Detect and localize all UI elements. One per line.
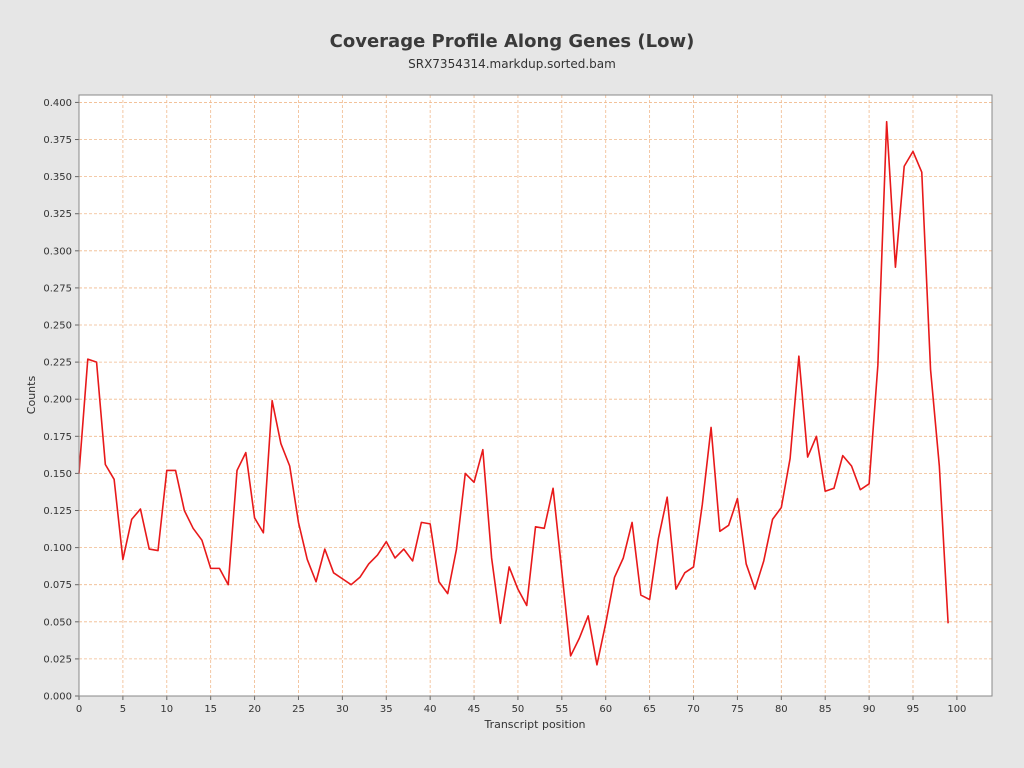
x-axis-label: Transcript position xyxy=(483,718,585,731)
y-tick-label: 0.300 xyxy=(43,246,72,257)
x-tick-label: 75 xyxy=(731,704,744,715)
y-tick-label: 0.175 xyxy=(43,432,72,443)
x-tick-label: 55 xyxy=(555,704,568,715)
x-tick-label: 25 xyxy=(292,704,305,715)
x-tick-label: 80 xyxy=(775,704,788,715)
grid xyxy=(78,95,992,697)
y-tick-label: 0.050 xyxy=(43,617,72,628)
y-tick-label: 0.375 xyxy=(43,135,72,146)
y-axis-label: Counts xyxy=(25,376,38,415)
chart-title: Coverage Profile Along Genes (Low) xyxy=(329,31,695,52)
y-tick-label: 0.100 xyxy=(43,543,72,554)
x-tick-label: 20 xyxy=(248,704,261,715)
x-tick-label: 60 xyxy=(599,704,612,715)
x-tick-label: 40 xyxy=(424,704,437,715)
x-tick-label: 70 xyxy=(687,704,700,715)
x-tick-label: 15 xyxy=(204,704,217,715)
y-tick-label: 0.225 xyxy=(43,358,72,369)
plot-area xyxy=(79,95,992,696)
series-layer xyxy=(78,120,949,666)
x-tick-label: 0 xyxy=(76,704,82,715)
y-tick-label: 0.250 xyxy=(43,321,72,332)
axes: 0.000 0.025 0.050 0.075 0.100 0.125 0.150 0.175… xyxy=(43,98,966,715)
chart-subtitle: SRX7354314.markdup.sorted.bam xyxy=(408,57,616,71)
x-tick-label: 30 xyxy=(336,704,349,715)
plot-border xyxy=(78,94,993,697)
x-tick-label: 90 xyxy=(863,704,876,715)
x-tick-label: 95 xyxy=(907,704,920,715)
y-tick-label: 0.400 xyxy=(43,98,72,109)
y-tick-label: 0.075 xyxy=(43,580,72,591)
y-tick-label: 0.325 xyxy=(43,209,72,220)
coverage-series-line xyxy=(78,120,949,666)
x-tick-label: 10 xyxy=(160,704,173,715)
x-tick-label: 100 xyxy=(947,704,966,715)
x-tick-label: 50 xyxy=(512,704,525,715)
x-tick-label: 5 xyxy=(120,704,126,715)
y-tick-label: 0.000 xyxy=(43,692,72,703)
x-tick-label: 45 xyxy=(468,704,481,715)
y-tick-label: 0.200 xyxy=(43,395,72,406)
y-tick-label: 0.150 xyxy=(43,469,72,480)
y-tick-label: 0.275 xyxy=(43,283,72,294)
x-tick-label: 65 xyxy=(643,704,656,715)
y-tick-label: 0.350 xyxy=(43,172,72,183)
y-tick-label: 0.125 xyxy=(43,506,72,517)
y-tick-label: 0.025 xyxy=(43,654,72,665)
x-tick-label: 85 xyxy=(819,704,832,715)
x-tick-label: 35 xyxy=(380,704,393,715)
